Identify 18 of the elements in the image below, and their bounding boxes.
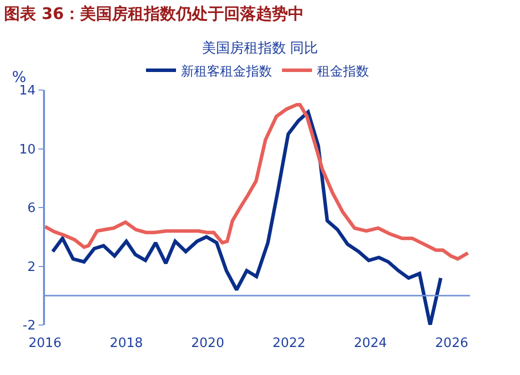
- y-tick-label: 2: [27, 260, 36, 275]
- x-tick-label: 2016: [28, 336, 62, 351]
- x-tick-label: 2024: [354, 336, 387, 351]
- legend-label: 租金指数: [317, 64, 369, 80]
- y-tick-label: 14: [19, 84, 36, 99]
- y-axis-title: %: [12, 68, 26, 86]
- x-tick-label: 2026: [435, 336, 468, 351]
- chart-subtitle: 美国房租指数 同比: [202, 40, 318, 56]
- y-tick-label: 10: [19, 142, 36, 158]
- line-series: [45, 102, 470, 261]
- y-tick-label: -2: [22, 318, 36, 334]
- x-tick-label: 2020: [191, 336, 224, 351]
- chart-title: 图表 36：美国房租指数仍处于回落趋势中: [4, 4, 304, 25]
- legend-label: 新租客租金指数: [181, 63, 272, 80]
- x-tick-label: 2022: [272, 336, 306, 351]
- y-tick-label: 6: [27, 201, 36, 216]
- line-series: [50, 110, 442, 325]
- x-tick-label: 2018: [110, 336, 143, 351]
